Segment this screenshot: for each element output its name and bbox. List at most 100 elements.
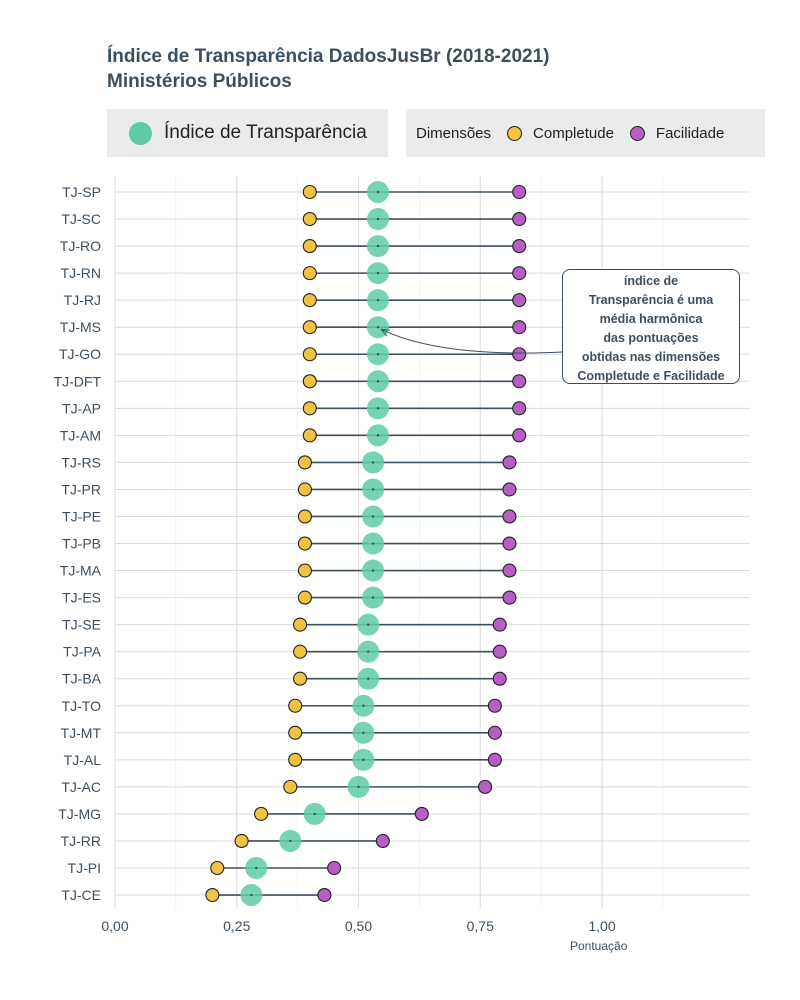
y-tick-label: TJ-SC bbox=[61, 211, 101, 227]
completude-point bbox=[234, 833, 249, 849]
facilidade-point bbox=[478, 779, 493, 794]
completude-point bbox=[302, 401, 317, 416]
y-tick-label: TJ-RS bbox=[61, 454, 101, 470]
completude-point bbox=[302, 320, 317, 335]
completude-point bbox=[297, 482, 312, 497]
legend-completude-label: Completude bbox=[533, 124, 614, 142]
annotation-line: média harmônica bbox=[599, 312, 703, 326]
y-tick-label: TJ-PE bbox=[62, 508, 101, 524]
facilidade-point bbox=[492, 617, 507, 632]
x-tick-label: 1,00 bbox=[588, 918, 615, 934]
y-tick-label: TJ-PI bbox=[68, 860, 101, 876]
x-tick-label: 0,00 bbox=[101, 918, 128, 934]
completude-point bbox=[283, 779, 298, 794]
index-center-dot bbox=[376, 326, 380, 329]
y-tick-label: TJ-CE bbox=[61, 887, 101, 903]
facilidade-point bbox=[487, 725, 502, 740]
completude-point bbox=[302, 239, 317, 254]
completude-point bbox=[297, 563, 312, 578]
y-tick-label: TJ-GO bbox=[59, 346, 101, 362]
chart-title: Índice de Transparência DadosJusBr (2018… bbox=[107, 44, 549, 94]
completude-point bbox=[297, 455, 312, 470]
index-center-dot bbox=[376, 244, 380, 248]
y-tick-label: TJ-AP bbox=[62, 400, 101, 416]
facilidade-point bbox=[512, 374, 527, 389]
y-tick-label: TJ-RO bbox=[60, 238, 101, 254]
facilidade-point bbox=[512, 401, 527, 416]
y-tick-label: TJ-MA bbox=[60, 563, 102, 579]
completude-point bbox=[293, 617, 308, 632]
completude-point bbox=[293, 644, 308, 659]
annotation-arrowhead bbox=[380, 328, 391, 337]
completude-point bbox=[288, 752, 303, 767]
y-tick-label: TJ-MS bbox=[60, 319, 101, 335]
index-center-dot bbox=[371, 596, 375, 599]
y-tick-label: TJ-PA bbox=[63, 644, 102, 660]
completude-point bbox=[254, 806, 269, 821]
legend-dimensions-title: Dimensões bbox=[416, 124, 492, 142]
annotation-line: Transparência é uma bbox=[588, 293, 714, 307]
y-tick-label: TJ-ES bbox=[62, 590, 101, 606]
facilidade-point bbox=[487, 698, 502, 713]
facilidade-point bbox=[502, 590, 517, 605]
y-tick-label: TJ-AL bbox=[64, 752, 102, 768]
facilidade-point bbox=[512, 428, 527, 443]
facilidade-point bbox=[512, 293, 527, 308]
facilidade-point bbox=[317, 887, 332, 903]
y-tick-label: TJ-SE bbox=[62, 617, 101, 633]
facilidade-point bbox=[502, 536, 517, 551]
annotation-line: obtidas nas dimensões bbox=[581, 350, 721, 364]
y-tick-label: TJ-MT bbox=[61, 725, 102, 741]
index-center-dot bbox=[371, 488, 375, 491]
legend-dimensions: Dimensões Completude Facilidade bbox=[406, 109, 765, 157]
facilidade-point bbox=[512, 184, 527, 200]
completude-point bbox=[302, 428, 317, 443]
index-center-dot bbox=[371, 569, 375, 572]
y-tick-label: TJ-AM bbox=[60, 427, 101, 443]
index-center-dot bbox=[376, 380, 380, 383]
y-tick-label: TJ-TO bbox=[62, 698, 102, 714]
index-center-dot bbox=[367, 623, 370, 626]
completude-point bbox=[205, 887, 220, 903]
facilidade-point bbox=[512, 320, 527, 335]
completude-point bbox=[297, 509, 312, 524]
index-center-dot bbox=[376, 271, 380, 275]
y-tick-label: TJ-SP bbox=[62, 184, 101, 200]
facilidade-point bbox=[502, 455, 517, 470]
y-tick-label: TJ-RR bbox=[61, 833, 101, 849]
facilidade-point bbox=[502, 563, 517, 578]
facilidade-point bbox=[512, 266, 527, 281]
index-center-dot bbox=[371, 542, 375, 545]
facilidade-point bbox=[327, 860, 342, 876]
completude-point bbox=[302, 184, 317, 200]
annotation-arrow bbox=[380, 328, 563, 354]
facilidade-point bbox=[502, 509, 517, 524]
annotation-line: Completude e Facilidade bbox=[577, 369, 725, 383]
annotation-box: índice de Transparência é uma média harm… bbox=[562, 269, 740, 384]
facilidade-point bbox=[492, 644, 507, 659]
index-center-dot bbox=[250, 893, 253, 897]
y-tick-label: TJ-PB bbox=[62, 536, 101, 552]
index-center-dot bbox=[362, 758, 365, 762]
index-center-dot bbox=[357, 785, 360, 789]
legend-index: Índice de Transparência bbox=[107, 109, 388, 157]
y-tick-label: TJ-PR bbox=[61, 481, 101, 497]
index-center-dot bbox=[371, 461, 375, 464]
legend-facilidade-swatch bbox=[629, 125, 645, 141]
index-center-dot bbox=[289, 839, 292, 843]
x-tick-label: 0,25 bbox=[223, 918, 250, 934]
facilidade-point bbox=[492, 671, 507, 686]
x-axis-label: Pontuação bbox=[570, 939, 628, 953]
y-tick-label: TJ-BA bbox=[62, 671, 102, 687]
facilidade-point bbox=[487, 752, 502, 767]
index-center-dot bbox=[376, 298, 380, 302]
x-tick-label: 0,50 bbox=[345, 918, 372, 934]
completude-point bbox=[210, 860, 225, 876]
facilidade-point bbox=[512, 239, 527, 254]
chart-title-line1: Índice de Transparência DadosJusBr (2018… bbox=[107, 46, 550, 67]
facilidade-point bbox=[375, 833, 390, 849]
index-center-dot bbox=[255, 866, 258, 870]
index-center-dot bbox=[362, 704, 365, 707]
index-center-dot bbox=[376, 217, 380, 221]
